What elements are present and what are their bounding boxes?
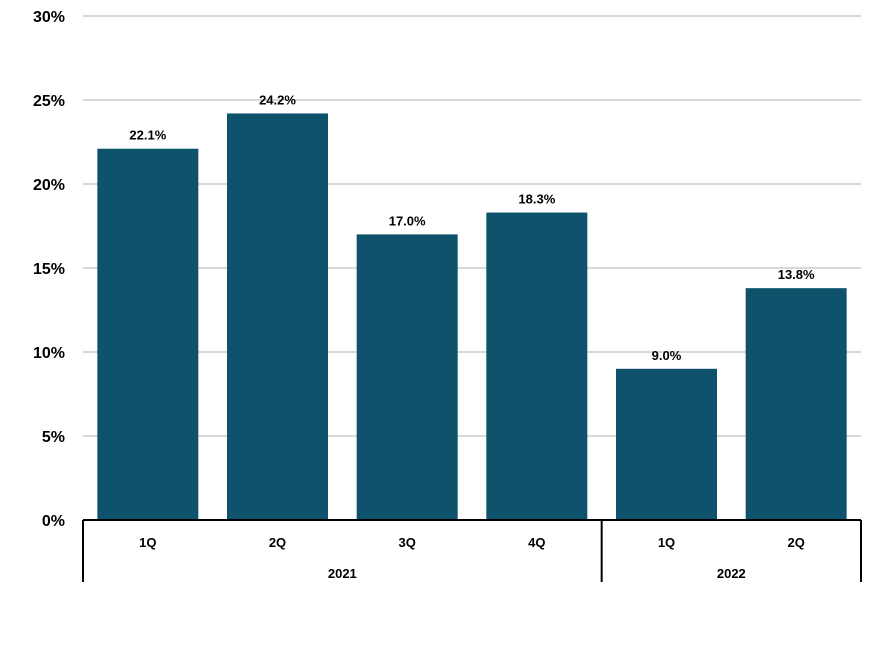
gridlines	[83, 15, 861, 437]
x-category-label: 2Q	[787, 535, 804, 550]
bar	[97, 148, 199, 520]
y-axis-tick-labels: 0% 5% 10% 15% 20% 25% 30%	[33, 9, 65, 530]
y-tick-label: 15%	[33, 261, 65, 278]
y-tick-label: 20%	[33, 177, 65, 194]
bar	[356, 234, 458, 520]
x-category-label: 4Q	[528, 535, 545, 550]
bar	[227, 113, 328, 520]
x-category-label: 3Q	[398, 535, 415, 550]
bar	[745, 288, 847, 520]
x-category-label: 1Q	[658, 535, 675, 550]
y-tick-label: 25%	[33, 93, 65, 110]
y-tick-label: 30%	[33, 9, 65, 26]
y-tick-label: 0%	[42, 513, 65, 530]
data-labels: 22.1% 24.2% 17.0% 18.3% 9.0% 13.8%	[129, 92, 815, 362]
y-tick-label: 5%	[42, 429, 65, 446]
data-label: 9.0%	[652, 348, 682, 363]
data-label: 22.1%	[129, 128, 166, 143]
x-axis-group-labels: 2021 2022	[328, 566, 746, 581]
x-group-label: 2021	[328, 566, 357, 581]
bars	[97, 113, 847, 520]
x-category-label: 1Q	[139, 535, 156, 550]
x-group-label: 2022	[717, 566, 746, 581]
y-tick-label: 10%	[33, 345, 65, 362]
bar	[486, 212, 588, 520]
data-label: 17.0%	[389, 213, 426, 228]
data-label: 24.2%	[259, 92, 296, 107]
data-label: 13.8%	[778, 267, 815, 282]
x-axis-category-labels: 1Q 2Q 3Q 4Q 1Q 2Q	[139, 535, 805, 550]
x-category-label: 2Q	[269, 535, 286, 550]
bar	[616, 368, 717, 520]
data-label: 18.3%	[518, 192, 555, 207]
x-axis	[82, 519, 862, 582]
